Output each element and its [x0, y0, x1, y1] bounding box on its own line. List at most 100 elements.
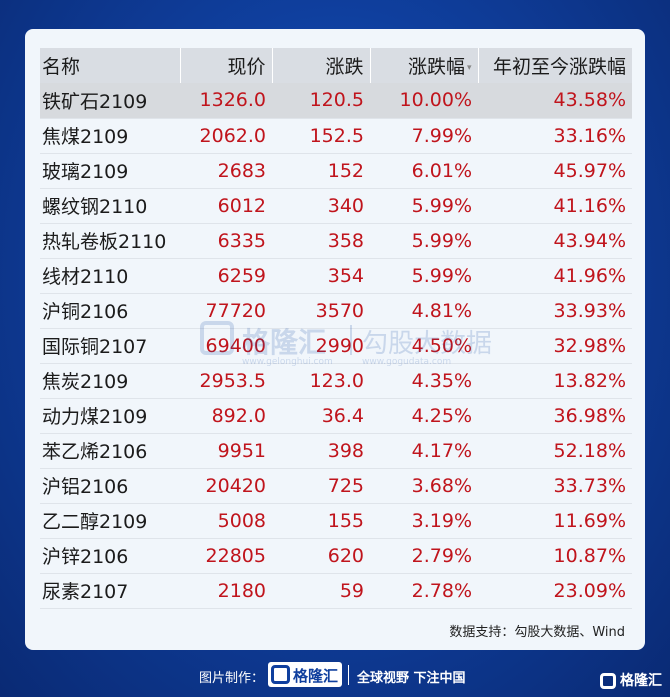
- table-body: 铁矿石2109 1326.0 120.5 10.00% 43.58% 焦煤2109 2062…: [40, 83, 632, 609]
- cell-change: 398: [272, 433, 370, 469]
- cell-pct: 5.99%: [370, 258, 478, 294]
- table-row[interactable]: 国际铜2107 69400 2990 4.50% 32.98%: [40, 328, 632, 364]
- cell-name: 螺纹钢2110: [40, 188, 180, 224]
- cell-pct: 5.99%: [370, 188, 478, 224]
- cell-ytd: 32.98%: [478, 328, 632, 364]
- cell-name: 焦煤2109: [40, 118, 180, 154]
- corner-logo-icon: [600, 673, 616, 689]
- table-row[interactable]: 动力煤2109 892.0 36.4 4.25% 36.98%: [40, 398, 632, 434]
- corner-brand: 格隆汇: [620, 673, 662, 689]
- cell-name: 沪铝2106: [40, 468, 180, 504]
- cell-change: 152.5: [272, 118, 370, 154]
- cell-change: 725: [272, 468, 370, 504]
- cell-name: 动力煤2109: [40, 398, 180, 434]
- cell-ytd: 33.93%: [478, 293, 632, 329]
- cell-change: 36.4: [272, 398, 370, 434]
- footer: 图片制作： 格隆汇 全球视野 下注中国: [0, 660, 670, 690]
- futures-table: 名称 现价 涨跌 涨跌幅 ▾ 年初至今涨跌幅 铁矿石2109 1326.0 120.5…: [40, 48, 632, 609]
- cell-ytd: 45.97%: [478, 153, 632, 189]
- cell-ytd: 41.16%: [478, 188, 632, 224]
- header-change[interactable]: 涨跌: [272, 48, 371, 83]
- cell-price: 77720: [180, 293, 272, 329]
- cell-ytd: 33.73%: [478, 468, 632, 504]
- cell-pct: 6.01%: [370, 153, 478, 189]
- table-row[interactable]: 尿素2107 2180 59 2.78% 23.09%: [40, 573, 632, 609]
- corner-watermark: 格隆汇: [600, 670, 662, 690]
- cell-pct: 4.17%: [370, 433, 478, 469]
- cell-change: 620: [272, 538, 370, 574]
- table-row[interactable]: 热轧卷板2110 6335 358 5.99% 43.94%: [40, 223, 632, 259]
- cell-pct: 3.68%: [370, 468, 478, 504]
- table-row[interactable]: 线材2110 6259 354 5.99% 41.96%: [40, 258, 632, 294]
- header-ytd-pct[interactable]: 年初至今涨跌幅: [478, 48, 632, 83]
- cell-price: 9951: [180, 433, 272, 469]
- cell-name: 线材2110: [40, 258, 180, 294]
- cell-pct: 10.00%: [370, 83, 478, 119]
- cell-price: 6335: [180, 223, 272, 259]
- cell-change: 152: [272, 153, 370, 189]
- cell-pct: 4.35%: [370, 363, 478, 399]
- cell-ytd: 11.69%: [478, 503, 632, 539]
- cell-name: 焦炭2109: [40, 363, 180, 399]
- cell-change: 2990: [272, 328, 370, 364]
- cell-price: 6259: [180, 258, 272, 294]
- header-change-pct[interactable]: 涨跌幅 ▾: [370, 48, 479, 83]
- cell-change: 3570: [272, 293, 370, 329]
- cell-price: 20420: [180, 468, 272, 504]
- cell-price: 1326.0: [180, 83, 272, 119]
- cell-ytd: 33.16%: [478, 118, 632, 154]
- table-row[interactable]: 苯乙烯2106 9951 398 4.17% 52.18%: [40, 433, 632, 469]
- table-row[interactable]: 焦炭2109 2953.5 123.0 4.35% 13.82%: [40, 363, 632, 399]
- cell-pct: 4.81%: [370, 293, 478, 329]
- cell-ytd: 43.94%: [478, 223, 632, 259]
- cell-name: 乙二醇2109: [40, 503, 180, 539]
- cell-pct: 3.19%: [370, 503, 478, 539]
- table-row[interactable]: 乙二醇2109 5008 155 3.19% 11.69%: [40, 503, 632, 539]
- table-row[interactable]: 玻璃2109 2683 152 6.01% 45.97%: [40, 153, 632, 189]
- table-row[interactable]: 焦煤2109 2062.0 152.5 7.99% 33.16%: [40, 118, 632, 154]
- table-row[interactable]: 沪铝2106 20420 725 3.68% 33.73%: [40, 468, 632, 504]
- made-by-label: 图片制作：: [199, 671, 265, 686]
- footer-logo-text: 格隆汇: [293, 667, 339, 685]
- cell-name: 沪铜2106: [40, 293, 180, 329]
- cell-change: 155: [272, 503, 370, 539]
- cell-price: 5008: [180, 503, 272, 539]
- footer-slogan: 全球视野 下注中国: [357, 671, 466, 686]
- cell-ytd: 36.98%: [478, 398, 632, 434]
- cell-price: 6012: [180, 188, 272, 224]
- cell-name: 国际铜2107: [40, 328, 180, 364]
- cell-pct: 4.50%: [370, 328, 478, 364]
- cell-pct: 7.99%: [370, 118, 478, 154]
- cell-name: 苯乙烯2106: [40, 433, 180, 469]
- cell-price: 2683: [180, 153, 272, 189]
- cell-change: 340: [272, 188, 370, 224]
- table-header: 名称 现价 涨跌 涨跌幅 ▾ 年初至今涨跌幅: [40, 48, 632, 83]
- cell-price: 22805: [180, 538, 272, 574]
- cell-ytd: 43.58%: [478, 83, 632, 119]
- footer-logo: 格隆汇: [268, 662, 342, 687]
- cell-change: 354: [272, 258, 370, 294]
- cell-price: 69400: [180, 328, 272, 364]
- cell-ytd: 41.96%: [478, 258, 632, 294]
- data-source-note: 数据支持：勾股大数据、Wind: [449, 625, 625, 640]
- header-price[interactable]: 现价: [180, 48, 273, 83]
- cell-change: 120.5: [272, 83, 370, 119]
- footer-divider: [348, 665, 349, 685]
- header-change-pct-label: 涨跌幅: [407, 56, 465, 78]
- cell-pct: 2.78%: [370, 573, 478, 609]
- table-row[interactable]: 螺纹钢2110 6012 340 5.99% 41.16%: [40, 188, 632, 224]
- table-row[interactable]: 沪铜2106 77720 3570 4.81% 33.93%: [40, 293, 632, 329]
- cell-change: 358: [272, 223, 370, 259]
- table-row[interactable]: 沪锌2106 22805 620 2.79% 10.87%: [40, 538, 632, 574]
- cell-name: 尿素2107: [40, 573, 180, 609]
- cell-name: 玻璃2109: [40, 153, 180, 189]
- logo-icon: [271, 665, 290, 684]
- table-row[interactable]: 铁矿石2109 1326.0 120.5 10.00% 43.58%: [40, 83, 632, 119]
- cell-price: 2180: [180, 573, 272, 609]
- cell-pct: 5.99%: [370, 223, 478, 259]
- table-card: 名称 现价 涨跌 涨跌幅 ▾ 年初至今涨跌幅 铁矿石2109 1326.0 120.5…: [25, 29, 645, 650]
- header-name[interactable]: 名称: [40, 48, 181, 83]
- cell-ytd: 52.18%: [478, 433, 632, 469]
- cell-ytd: 23.09%: [478, 573, 632, 609]
- sort-desc-icon: ▾: [466, 62, 472, 73]
